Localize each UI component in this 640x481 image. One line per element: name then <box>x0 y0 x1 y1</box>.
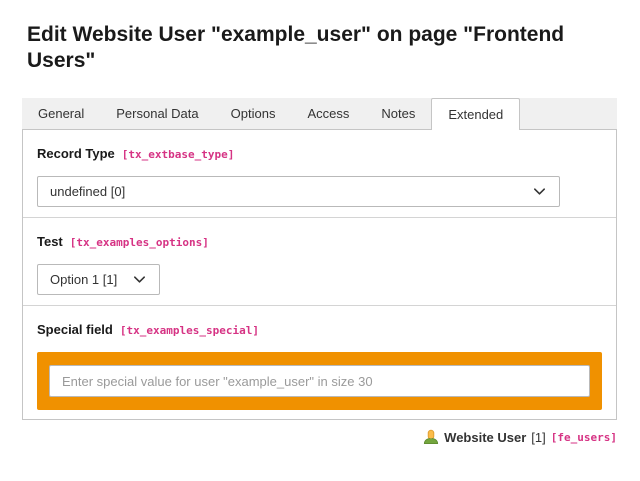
test-select[interactable]: Option 1 [1] <box>37 264 161 295</box>
field-code: [tx_extbase_type] <box>121 148 235 161</box>
tab-bar: General Personal Data Options Access Not… <box>22 98 617 130</box>
tab-extended[interactable]: Extended <box>431 98 521 130</box>
field-special: Special field [tx_examples_special] <box>23 305 616 419</box>
record-uid: [1] <box>531 429 546 445</box>
field-label-row: Test [tx_examples_options] <box>37 234 602 251</box>
field-code: [tx_examples_options] <box>69 236 209 249</box>
tab-options[interactable]: Options <box>230 106 276 121</box>
tab-content: Record Type [tx_extbase_type] undefined [… <box>22 130 617 420</box>
record-type-select[interactable]: undefined [0] <box>37 176 560 207</box>
page-title: Edit Website User "example_user" on page… <box>27 23 565 72</box>
field-code: [tx_examples_special] <box>119 324 259 337</box>
field-test: Test [tx_examples_options] Option 1 [1] <box>23 217 616 305</box>
field-label-row: Special field [tx_examples_special] <box>37 322 602 339</box>
field-label: Record Type <box>37 146 115 161</box>
select-value: undefined [0] <box>50 184 126 199</box>
chevron-down-icon <box>134 276 146 283</box>
special-field-input[interactable] <box>49 365 590 397</box>
select-value: Option 1 [1] <box>50 272 118 287</box>
record-title: Website User <box>444 429 527 445</box>
field-label-row: Record Type [tx_extbase_type] <box>37 146 602 163</box>
field-label: Test <box>37 234 63 249</box>
chevron-down-icon <box>534 188 545 195</box>
field-label: Special field <box>37 322 113 337</box>
field-record-type: Record Type [tx_extbase_type] undefined [… <box>23 130 616 217</box>
form-panel: General Personal Data Options Access Not… <box>22 98 617 420</box>
tab-notes[interactable]: Notes <box>381 106 416 121</box>
record-table: [fe_users] <box>550 430 617 444</box>
record-footer: Website User [1] [fe_users] <box>0 429 617 445</box>
tab-access[interactable]: Access <box>307 106 350 121</box>
special-field-highlight <box>37 352 602 410</box>
website-user-icon <box>424 429 439 445</box>
tab-general[interactable]: General <box>38 106 85 121</box>
tab-personal-data[interactable]: Personal Data <box>116 106 199 121</box>
